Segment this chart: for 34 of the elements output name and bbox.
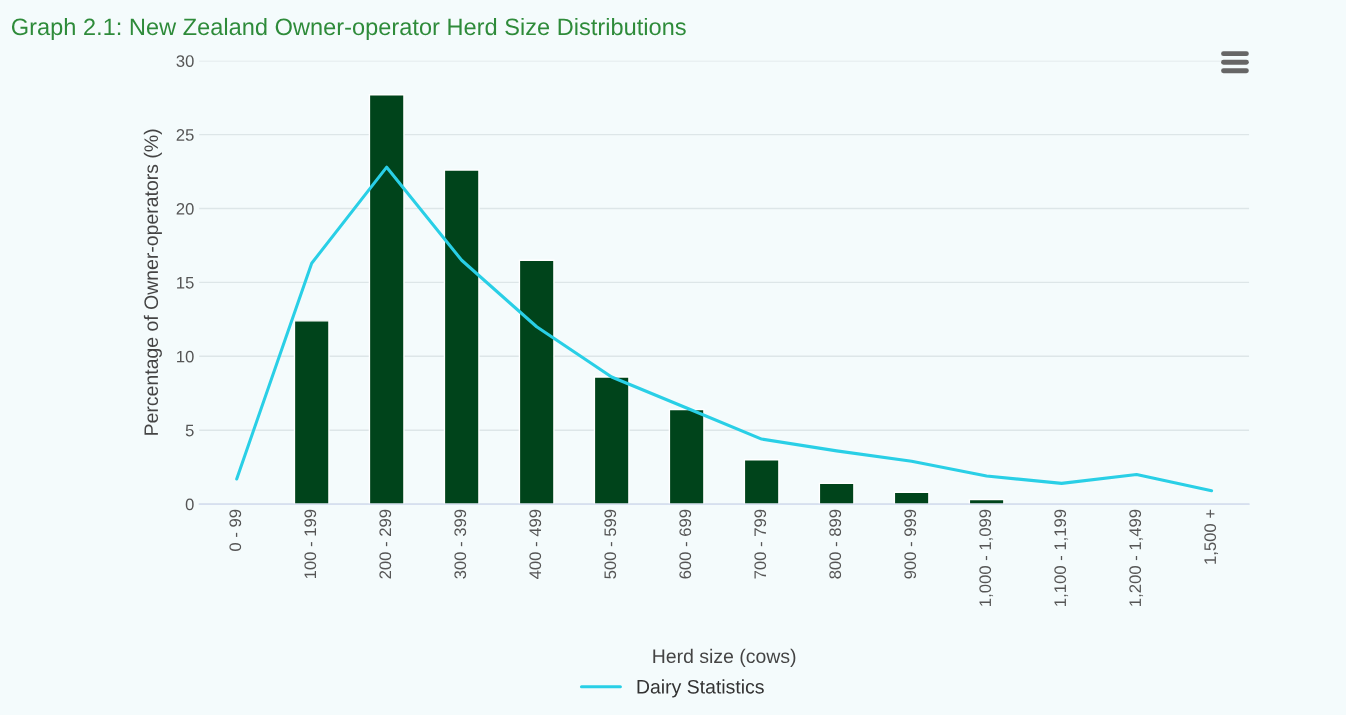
x-tick-label: 300 - 399 — [454, 509, 467, 579]
x-tick-label: 900 - 999 — [904, 509, 917, 579]
legend-label: Dairy Statistics — [637, 679, 764, 698]
y-axis-title: Percentage of Owner-operators (%) — [143, 129, 162, 435]
x-tick-label: 0 - 99 — [229, 509, 242, 551]
bar — [593, 376, 630, 505]
x-tick-label: 700 - 799 — [754, 509, 767, 579]
chart-title: Graph 2.1: New Zealand Owner-operator Herd Size Distributions — [11, 17, 686, 40]
y-tick-label: 20 — [176, 202, 194, 215]
y-tick-label: 10 — [177, 350, 194, 363]
bar — [818, 482, 855, 505]
x-axis-title: Herd size (cows) — [653, 648, 796, 667]
bar — [518, 259, 555, 505]
x-tick-label: 400 - 499 — [529, 509, 542, 579]
bar — [668, 408, 705, 505]
line-series — [235, 165, 1214, 493]
bar — [743, 459, 780, 505]
x-tick-label: 800 - 899 — [829, 509, 842, 579]
bar — [293, 320, 330, 505]
bar — [443, 169, 480, 505]
y-tick-label: 30 — [176, 55, 194, 67]
x-tick-label: 200 - 299 — [379, 509, 392, 579]
y-tick-label: 0 — [185, 498, 194, 511]
y-tick-label: 15 — [177, 277, 194, 289]
x-tick-label: 1,200 - 1,499 — [1129, 509, 1144, 606]
x-tick-label: 1,100 - 1,199 — [1054, 509, 1069, 606]
x-tick-label: 100 - 199 — [304, 509, 317, 579]
bar — [368, 94, 405, 505]
x-tick-label: 1,000 - 1,099 — [979, 509, 994, 606]
x-tick-label: 500 - 599 — [604, 509, 617, 579]
y-tick-label: 5 — [185, 424, 194, 437]
x-tick-label: 1,500 + — [1204, 509, 1219, 564]
x-tick-label: 600 - 699 — [679, 509, 692, 579]
y-tick-label: 25 — [176, 129, 194, 141]
